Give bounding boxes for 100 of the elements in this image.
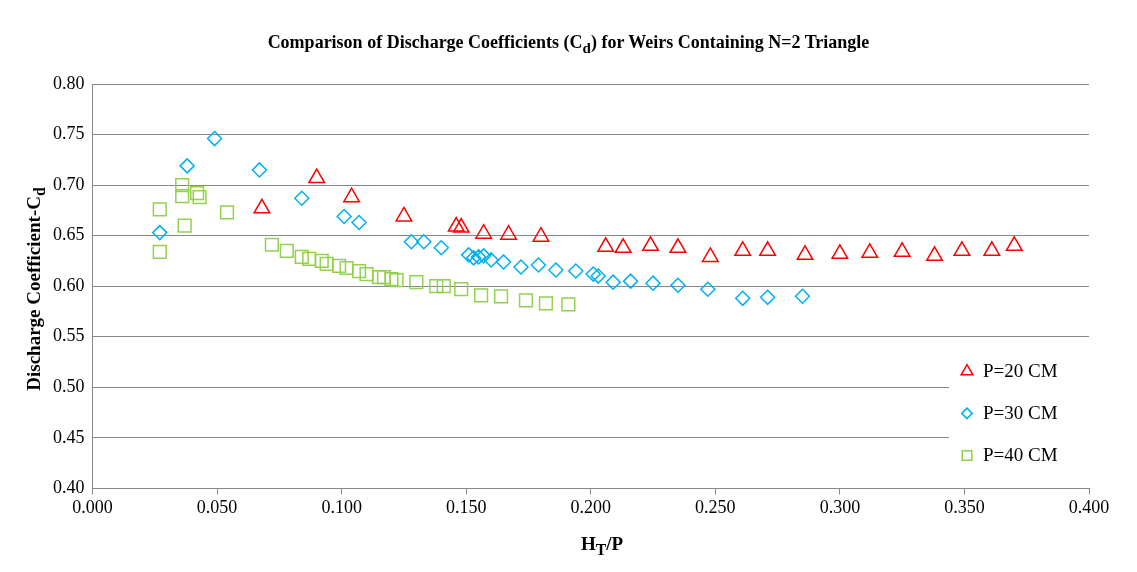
point [622,273,639,289]
point [343,187,361,203]
point [409,275,424,290]
point [294,249,309,264]
point [642,236,660,252]
point [447,216,465,232]
point [590,268,606,284]
point [395,206,413,222]
point [548,262,564,278]
point [614,238,632,254]
point [983,241,1001,257]
point [759,289,776,306]
point [253,198,271,214]
point [831,244,849,260]
point [314,253,329,269]
point [190,186,205,201]
point [796,245,814,261]
legend-label: P=40 CM [983,444,1058,466]
point [384,272,399,287]
x-tick-label: 0.300 [819,496,861,517]
point [177,218,192,233]
point [670,277,686,293]
point [302,251,317,267]
y-tick-label: 0.55 [53,325,85,346]
point [264,237,279,252]
point [495,254,512,270]
y-tick-label: 0.65 [53,224,85,245]
point [175,177,190,193]
point [470,249,487,265]
point [319,256,334,272]
point [1005,236,1023,252]
point [561,297,576,312]
point [701,247,719,263]
point [336,208,352,225]
point [454,282,469,297]
point [294,190,310,206]
x-axis-title: H$_{T}$/P [579,533,625,559]
point [734,290,751,307]
point [371,269,387,285]
point [332,258,347,274]
point [518,293,534,308]
point [351,214,367,231]
y-tick-label: 0.60 [53,274,85,295]
point [452,217,470,233]
point [861,243,879,259]
point [474,288,489,303]
point [893,242,911,258]
point [460,247,477,263]
x-tick-label: 0.250 [695,496,736,517]
y-tick-label: 0.40 [53,477,85,498]
point [152,224,168,241]
x-tick-label: 0.100 [321,496,362,517]
point [179,158,195,174]
point [175,189,190,204]
point [359,266,374,282]
point [926,246,944,262]
point [597,237,615,253]
point [251,162,268,178]
point [605,274,621,290]
legend-label: P=20 CM [983,360,1058,382]
point [416,233,432,250]
point [436,279,451,294]
point [759,241,777,257]
point [192,190,207,205]
x-tick-label: 0.400 [1068,496,1110,517]
point [433,240,450,256]
y-tick-label: 0.75 [53,123,85,144]
y-tick-label: 0.45 [53,426,85,447]
x-tick-label: 0.000 [72,496,113,517]
chart-title: Comparison of Discharge Coefficients (C$_{d}$) for Weirs Containing N=2 Triangle [266,32,871,57]
point [669,238,687,254]
point [351,263,367,279]
y-tick-label: 0.50 [53,376,85,397]
x-tick-label: 0.150 [445,496,487,517]
x-tick-label: 0.350 [944,496,985,517]
y-tick-label: 0.80 [53,72,85,93]
point [339,260,354,276]
point [538,296,554,311]
point [493,289,509,304]
point [475,248,492,264]
point [376,269,392,285]
point [794,288,811,305]
x-tick-label: 0.050 [196,496,238,517]
point [585,266,601,282]
point [219,205,235,220]
point [700,281,716,297]
point [152,244,167,259]
point [206,130,223,147]
point [308,168,326,184]
legend-label: P=30 CM [983,402,1058,424]
point [645,275,661,291]
x-tick-label: 0.200 [570,496,611,517]
point [568,263,584,279]
point [152,202,167,217]
point [429,279,444,294]
point [389,273,404,288]
point [465,250,482,266]
point [530,257,547,273]
point [483,252,499,268]
point [513,259,529,275]
